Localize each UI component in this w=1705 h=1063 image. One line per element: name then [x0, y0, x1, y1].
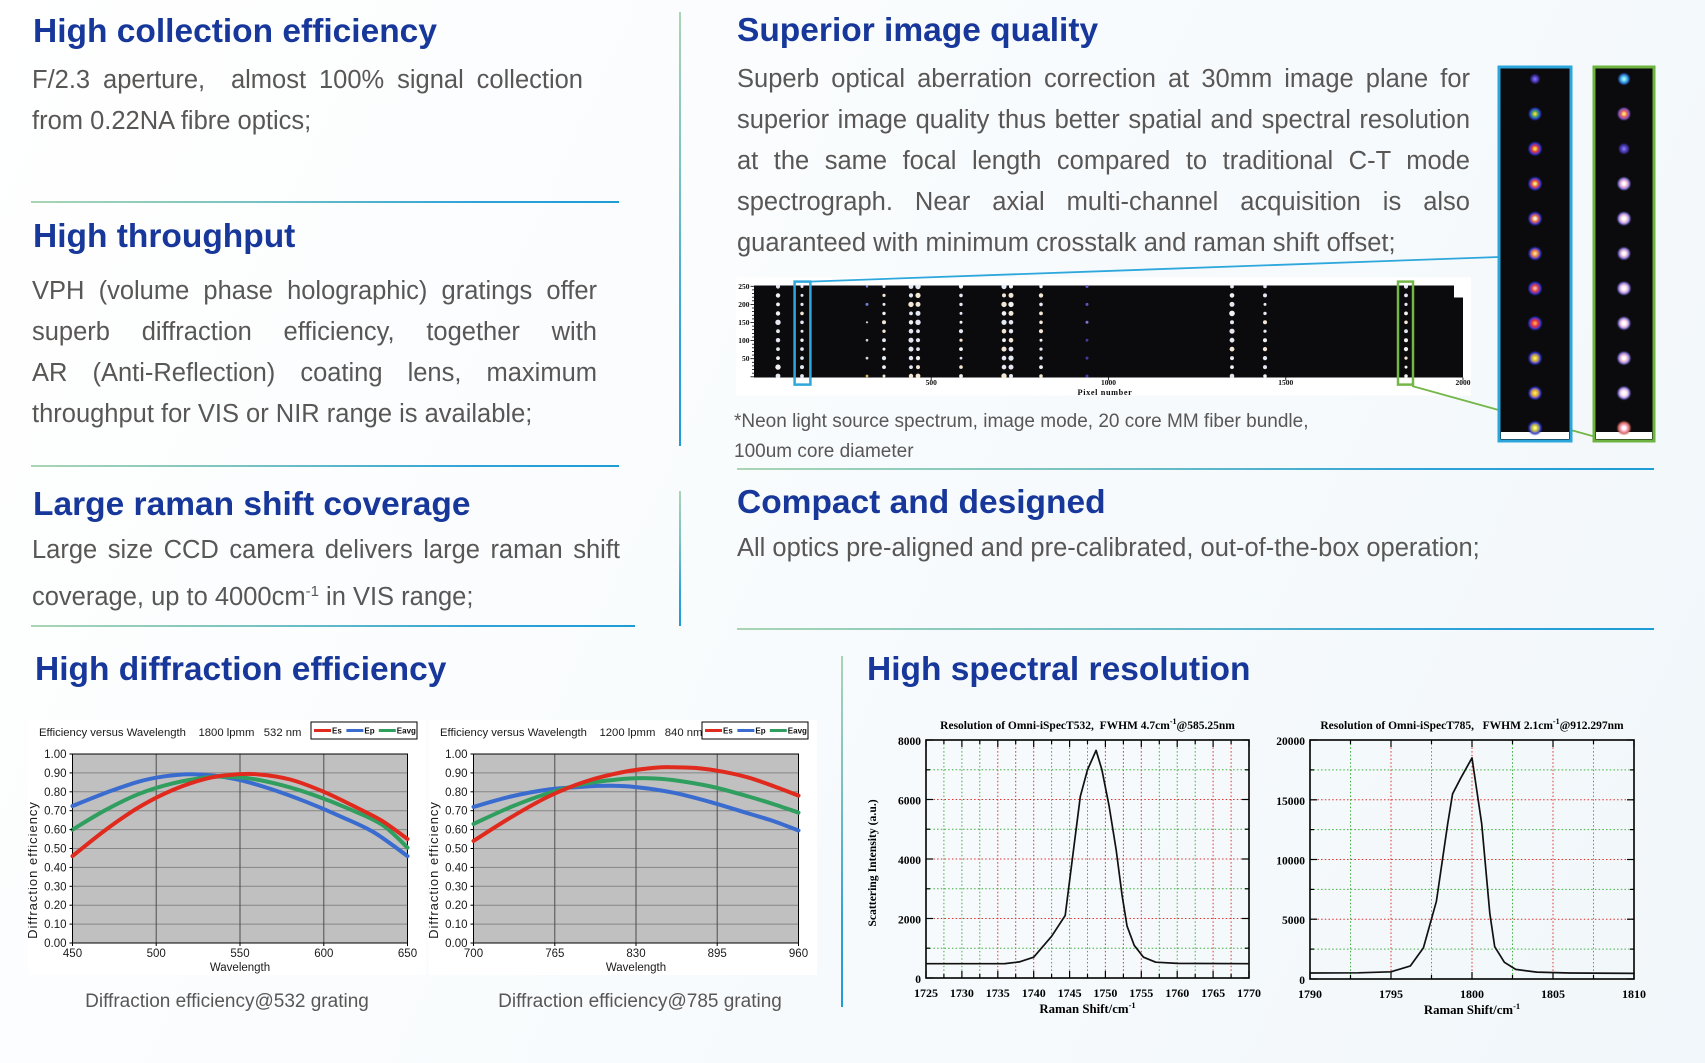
svg-text:1000: 1000: [1101, 378, 1116, 387]
svg-text:1.00: 1.00: [44, 749, 66, 761]
svg-text:0.70: 0.70: [445, 806, 467, 818]
svg-text:Raman Shift/cm-1: Raman Shift/cm-1: [1039, 1000, 1135, 1016]
svg-text:0.20: 0.20: [44, 900, 66, 912]
svg-text:Ep: Ep: [364, 727, 374, 736]
svg-text:0.30: 0.30: [445, 881, 467, 893]
svg-text:450: 450: [63, 948, 82, 960]
svg-text:Resolution of Omni-iSpecT532,: Resolution of Omni-iSpecT532, FWHM 4.7cm…: [940, 717, 1235, 732]
svg-text:895: 895: [708, 948, 727, 960]
svg-text:700: 700: [464, 948, 483, 960]
svg-text:Wavelength: Wavelength: [606, 962, 666, 974]
svg-text:1790: 1790: [1298, 987, 1322, 1001]
svg-text:Eavg: Eavg: [397, 727, 416, 736]
svg-text:0.90: 0.90: [445, 768, 467, 780]
svg-text:500: 500: [147, 948, 166, 960]
svg-text:Diffraction efficiency: Diffraction efficiency: [429, 801, 441, 939]
svg-text:550: 550: [230, 948, 249, 960]
svg-text:5000: 5000: [1282, 915, 1305, 927]
svg-text:1805: 1805: [1541, 987, 1565, 1001]
svg-text:600: 600: [314, 948, 333, 960]
svg-text:0: 0: [915, 974, 921, 986]
svg-text:Eavg: Eavg: [788, 727, 807, 736]
svg-text:Pixel number: Pixel number: [1078, 388, 1133, 397]
svg-text:Raman Shift/cm-1: Raman Shift/cm-1: [1424, 1001, 1520, 1017]
svg-text:650: 650: [398, 948, 417, 960]
svg-text:1755: 1755: [1129, 986, 1153, 1000]
svg-text:Scattering Intensity (a.u.): Scattering Intensity (a.u.): [866, 799, 879, 926]
svg-text:250: 250: [738, 282, 750, 291]
svg-text:1.00: 1.00: [445, 749, 467, 761]
svg-text:1795: 1795: [1379, 987, 1403, 1001]
svg-text:830: 830: [626, 948, 645, 960]
svg-text:960: 960: [789, 948, 808, 960]
svg-text:0.00: 0.00: [44, 938, 66, 950]
svg-text:0.10: 0.10: [445, 919, 467, 931]
svg-text:0.10: 0.10: [44, 919, 66, 931]
svg-text:50: 50: [742, 354, 750, 363]
svg-text:6000: 6000: [898, 796, 921, 808]
svg-text:0.20: 0.20: [445, 900, 467, 912]
svg-text:500: 500: [926, 378, 938, 387]
svg-text:Es: Es: [332, 727, 342, 736]
svg-text:8000: 8000: [898, 736, 921, 748]
svg-text:1730: 1730: [950, 986, 974, 1000]
svg-text:Ep: Ep: [755, 727, 765, 736]
svg-text:1500: 1500: [1278, 378, 1293, 387]
svg-text:100: 100: [738, 336, 750, 345]
svg-text:765: 765: [545, 948, 564, 960]
svg-text:1800: 1800: [1460, 987, 1484, 1001]
svg-text:1760: 1760: [1165, 986, 1189, 1000]
svg-text:Efficiency versus Wavelength: Efficiency versus Wavelength 1800 lpmm 5…: [39, 727, 301, 739]
svg-text:1750: 1750: [1093, 986, 1117, 1000]
svg-text:Efficiency versus Wavelength: Efficiency versus Wavelength 1200 lpmm 8…: [440, 727, 702, 739]
svg-text:0.50: 0.50: [44, 844, 66, 856]
svg-text:0.80: 0.80: [44, 787, 66, 799]
svg-text:Es: Es: [723, 727, 733, 736]
svg-text:200: 200: [738, 300, 750, 309]
svg-text:2000: 2000: [1456, 378, 1471, 387]
svg-text:0.60: 0.60: [44, 825, 66, 837]
svg-text:Wavelength: Wavelength: [210, 962, 270, 974]
svg-text:1810: 1810: [1622, 987, 1646, 1001]
svg-text:15000: 15000: [1276, 796, 1305, 808]
svg-text:150: 150: [738, 318, 750, 327]
svg-text:1725: 1725: [914, 986, 938, 1000]
svg-text:10000: 10000: [1276, 856, 1305, 868]
svg-text:0.30: 0.30: [44, 881, 66, 893]
svg-text:0.50: 0.50: [445, 844, 467, 856]
svg-text:0.70: 0.70: [44, 806, 66, 818]
svg-text:Resolution of Omni-iSpecT785,: Resolution of Omni-iSpecT785, FWHM 2.1cm…: [1320, 717, 1624, 732]
svg-text:4000: 4000: [898, 855, 921, 867]
svg-text:1770: 1770: [1237, 986, 1261, 1000]
svg-text:0.40: 0.40: [445, 862, 467, 874]
svg-text:2000: 2000: [898, 915, 921, 927]
svg-text:20000: 20000: [1276, 736, 1305, 748]
svg-text:1735: 1735: [986, 986, 1010, 1000]
svg-text:1745: 1745: [1058, 986, 1082, 1000]
svg-text:0: 0: [1299, 975, 1305, 987]
svg-text:Diffraction efficiency: Diffraction efficiency: [28, 801, 40, 939]
svg-text:0.60: 0.60: [445, 825, 467, 837]
svg-text:0.40: 0.40: [44, 862, 66, 874]
svg-text:1740: 1740: [1022, 986, 1046, 1000]
svg-text:0.90: 0.90: [44, 768, 66, 780]
svg-text:0.00: 0.00: [445, 938, 467, 950]
svg-text:1765: 1765: [1201, 986, 1225, 1000]
svg-text:0.80: 0.80: [445, 787, 467, 799]
